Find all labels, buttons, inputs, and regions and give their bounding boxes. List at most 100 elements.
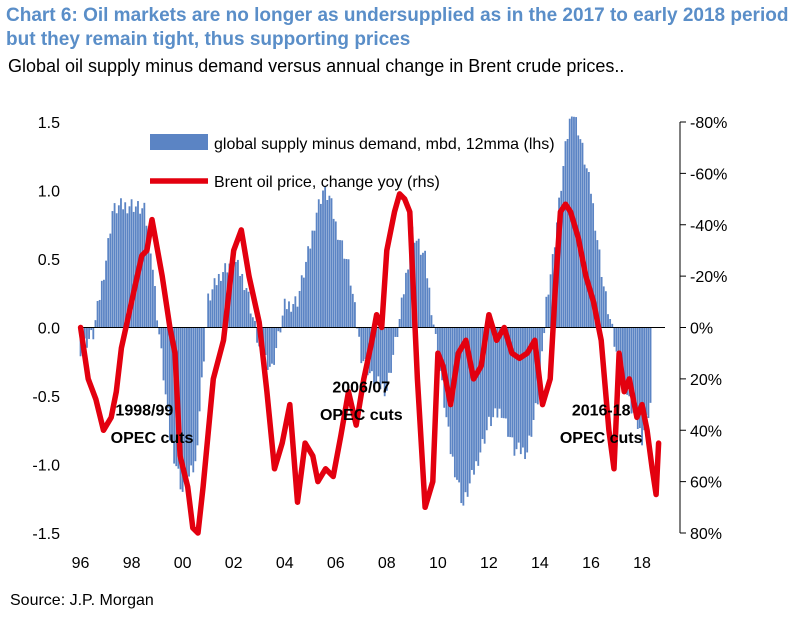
- supply-bar: [211, 289, 214, 328]
- supply-bar: [351, 293, 354, 328]
- supply-bar: [568, 118, 571, 328]
- supply-bar: [90, 327, 93, 331]
- supply-bar: [579, 139, 582, 328]
- supply-bar: [594, 230, 597, 328]
- supply-bar: [539, 327, 541, 388]
- supply-bar: [381, 327, 384, 384]
- x-tick-label: 98: [123, 555, 141, 572]
- supply-bar: [341, 240, 344, 328]
- supply-bar: [183, 327, 186, 481]
- supply-bar: [149, 253, 152, 328]
- right-tick-label: 60%: [690, 475, 722, 492]
- supply-bar: [307, 246, 310, 328]
- supply-bar: [98, 299, 101, 328]
- supply-bar: [256, 327, 258, 343]
- supply-bar: [511, 327, 514, 438]
- supply-bar: [358, 327, 361, 337]
- supply-bar: [324, 186, 327, 328]
- supply-bar: [160, 327, 163, 349]
- supply-bar: [122, 209, 124, 328]
- supply-bar: [462, 327, 465, 506]
- supply-bar: [347, 259, 350, 328]
- supply-bar: [458, 327, 461, 483]
- supply-bar: [470, 327, 473, 470]
- supply-bar: [402, 294, 405, 328]
- supply-bar: [522, 327, 524, 448]
- left-tick-label: 0.5: [38, 252, 60, 269]
- right-tick-label: -80%: [690, 115, 727, 132]
- supply-bar: [566, 138, 569, 328]
- supply-bar: [634, 327, 637, 412]
- right-tick-label: -60%: [690, 166, 727, 183]
- supply-bar: [145, 225, 148, 328]
- supply-bar: [609, 319, 612, 328]
- legend-label: global supply minus demand, mbd, 12mma (…: [214, 136, 555, 153]
- supply-bar: [587, 172, 590, 328]
- supply-bar: [636, 327, 639, 429]
- supply-bar: [604, 291, 607, 328]
- supply-bar: [390, 327, 392, 373]
- supply-bar: [532, 327, 535, 420]
- annotation-label: OPEC cuts: [560, 430, 643, 447]
- supply-bar: [94, 320, 97, 328]
- supply-bar: [237, 259, 239, 328]
- supply-bar: [526, 327, 529, 453]
- supply-bar: [271, 327, 273, 364]
- right-tick-label: 40%: [690, 423, 722, 440]
- supply-bar: [500, 327, 503, 418]
- supply-bar: [254, 320, 256, 328]
- supply-bar: [283, 298, 286, 328]
- x-tick-label: 10: [429, 555, 447, 572]
- supply-bar: [611, 323, 614, 328]
- supply-bar: [334, 221, 337, 328]
- annotation-label: 2006/07: [332, 379, 390, 396]
- line-series-brent: [77, 191, 662, 536]
- supply-bar: [285, 309, 288, 328]
- supply-bar: [239, 275, 241, 328]
- legend-swatch-bars: [150, 134, 208, 150]
- supply-bar: [105, 260, 107, 328]
- left-tick-label: -0.5: [32, 389, 60, 406]
- supply-bar: [407, 269, 409, 328]
- supply-bar: [405, 272, 407, 328]
- supply-bar: [602, 286, 605, 328]
- supply-bar: [439, 327, 441, 371]
- bar-series-supply-minus-demand: [79, 116, 652, 506]
- supply-bar: [464, 327, 467, 493]
- supply-bar: [505, 327, 507, 419]
- supply-bar: [115, 213, 118, 328]
- x-tick-label: 06: [327, 555, 345, 572]
- supply-bar: [524, 327, 526, 460]
- right-tick-label: 0%: [690, 321, 713, 338]
- supply-bar: [394, 327, 397, 337]
- supply-bar: [639, 327, 641, 429]
- supply-bar: [349, 285, 352, 328]
- supply-bar: [247, 291, 250, 328]
- supply-bar: [179, 327, 182, 490]
- supply-bar: [275, 327, 278, 349]
- annotation-label: 1998/99: [115, 403, 173, 420]
- x-tick-label: 14: [531, 555, 549, 572]
- supply-bar: [117, 205, 120, 328]
- x-tick-label: 12: [480, 555, 498, 572]
- supply-bar: [296, 306, 299, 328]
- supply-bar: [515, 327, 518, 450]
- supply-bar: [598, 249, 601, 328]
- supply-bar: [288, 301, 290, 328]
- supply-bar: [200, 327, 203, 378]
- supply-bar: [203, 327, 205, 362]
- left-tick-label: 0.0: [38, 321, 60, 338]
- supply-bar: [541, 327, 543, 352]
- supply-bar: [400, 297, 403, 328]
- supply-bar: [245, 288, 248, 328]
- supply-bar: [643, 327, 646, 431]
- supply-bar: [130, 199, 133, 328]
- supply-bar: [562, 166, 565, 328]
- supply-bar: [494, 327, 497, 409]
- supply-bar: [424, 250, 426, 328]
- supply-bar: [581, 142, 584, 328]
- supply-bar: [483, 327, 486, 444]
- supply-bar: [185, 327, 188, 488]
- supply-bar: [330, 198, 333, 328]
- supply-bar: [415, 240, 418, 328]
